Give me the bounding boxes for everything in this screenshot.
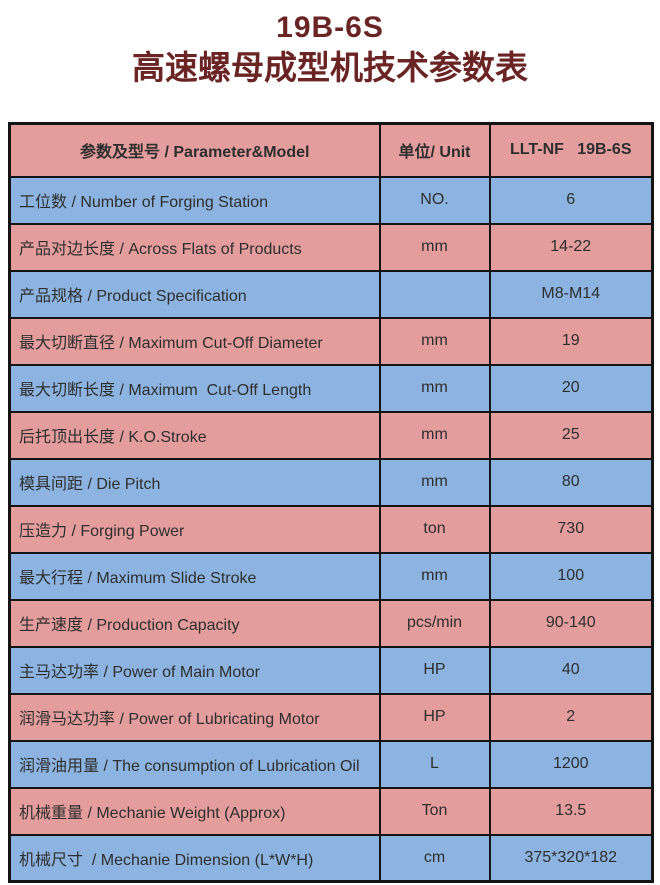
value-cell: 100: [488, 551, 654, 601]
param-cell: 产品对边长度 / Across Flats of Products: [8, 222, 381, 272]
unit-cell: NO.: [378, 175, 491, 225]
header-parameter-model: 参数及型号 / Parameter&Model: [8, 122, 381, 178]
value-cell: 14-22: [488, 222, 654, 272]
param-cell: 压造力 / Forging Power: [8, 504, 381, 554]
table-row: 润滑油用量 / The consumption of Lubrication O…: [8, 739, 654, 789]
unit-cell: pcs/min: [378, 598, 491, 648]
param-cell: 最大切断长度 / Maximum Cut-Off Length: [8, 363, 381, 413]
table-row: 产品规格 / Product Specification M8-M14: [8, 269, 654, 319]
unit-cell: mm: [378, 410, 491, 460]
value-cell: 19: [488, 316, 654, 366]
table-row: 机械尺寸 / Mechanie Dimension (L*W*H) cm 375…: [8, 833, 654, 883]
spec-table: 参数及型号 / Parameter&Model 单位/ Unit LLT-NF …: [8, 122, 654, 883]
unit-cell: [378, 269, 491, 319]
unit-cell: ton: [378, 504, 491, 554]
value-cell: 80: [488, 457, 654, 507]
value-cell: 6: [488, 175, 654, 225]
unit-cell: HP: [378, 692, 491, 742]
title-block: 19B-6S 高速螺母成型机技术参数表: [0, 10, 660, 88]
table-row: 压造力 / Forging Power ton 730: [8, 504, 654, 554]
value-cell: 2: [488, 692, 654, 742]
param-cell: 机械重量 / Mechanie Weight (Approx): [8, 786, 381, 836]
header-row: 参数及型号 / Parameter&Model 单位/ Unit LLT-NF …: [8, 122, 654, 178]
header-unit: 单位/ Unit: [378, 122, 491, 178]
param-cell: 润滑油用量 / The consumption of Lubrication O…: [8, 739, 381, 789]
unit-cell: HP: [378, 645, 491, 695]
unit-cell: L: [378, 739, 491, 789]
header-model-value: LLT-NF 19B-6S: [488, 122, 654, 178]
value-cell: 90-140: [488, 598, 654, 648]
value-cell: 13.5: [488, 786, 654, 836]
param-cell: 工位数 / Number of Forging Station: [8, 175, 381, 225]
param-cell: 最大行程 / Maximum Slide Stroke: [8, 551, 381, 601]
model-title: 19B-6S: [276, 11, 384, 44]
param-cell: 模具间距 / Die Pitch: [8, 457, 381, 507]
value-cell: 1200: [488, 739, 654, 789]
unit-cell: Ton: [378, 786, 491, 836]
value-cell: 375*320*182: [488, 833, 654, 883]
param-cell: 后托顶出长度 / K.O.Stroke: [8, 410, 381, 460]
table-row: 最大行程 / Maximum Slide Stroke mm 100: [8, 551, 654, 601]
page-title: 高速螺母成型机技术参数表: [132, 49, 528, 86]
param-cell: 最大切断直径 / Maximum Cut-Off Diameter: [8, 316, 381, 366]
unit-cell: mm: [378, 316, 491, 366]
unit-cell: mm: [378, 457, 491, 507]
param-cell: 主马达功率 / Power of Main Motor: [8, 645, 381, 695]
param-cell: 润滑马达功率 / Power of Lubricating Motor: [8, 692, 381, 742]
table-row: 工位数 / Number of Forging Station NO. 6: [8, 175, 654, 225]
value-cell: M8-M14: [488, 269, 654, 319]
param-cell: 产品规格 / Product Specification: [8, 269, 381, 319]
table-row: 生产速度 / Production Capacity pcs/min 90-14…: [8, 598, 654, 648]
table-row: 产品对边长度 / Across Flats of Products mm 14-…: [8, 222, 654, 272]
value-cell: 20: [488, 363, 654, 413]
param-cell: 机械尺寸 / Mechanie Dimension (L*W*H): [8, 833, 381, 883]
value-cell: 25: [488, 410, 654, 460]
unit-cell: mm: [378, 551, 491, 601]
value-cell: 40: [488, 645, 654, 695]
table-row: 主马达功率 / Power of Main Motor HP 40: [8, 645, 654, 695]
table-row: 后托顶出长度 / K.O.Stroke mm 25: [8, 410, 654, 460]
unit-cell: mm: [378, 222, 491, 272]
param-cell: 生产速度 / Production Capacity: [8, 598, 381, 648]
table-row: 最大切断直径 / Maximum Cut-Off Diameter mm 19: [8, 316, 654, 366]
table-row: 机械重量 / Mechanie Weight (Approx) Ton 13.5: [8, 786, 654, 836]
unit-cell: mm: [378, 363, 491, 413]
table-row: 最大切断长度 / Maximum Cut-Off Length mm 20: [8, 363, 654, 413]
unit-cell: cm: [378, 833, 491, 883]
table-row: 润滑马达功率 / Power of Lubricating Motor HP 2: [8, 692, 654, 742]
value-cell: 730: [488, 504, 654, 554]
table-row: 模具间距 / Die Pitch mm 80: [8, 457, 654, 507]
